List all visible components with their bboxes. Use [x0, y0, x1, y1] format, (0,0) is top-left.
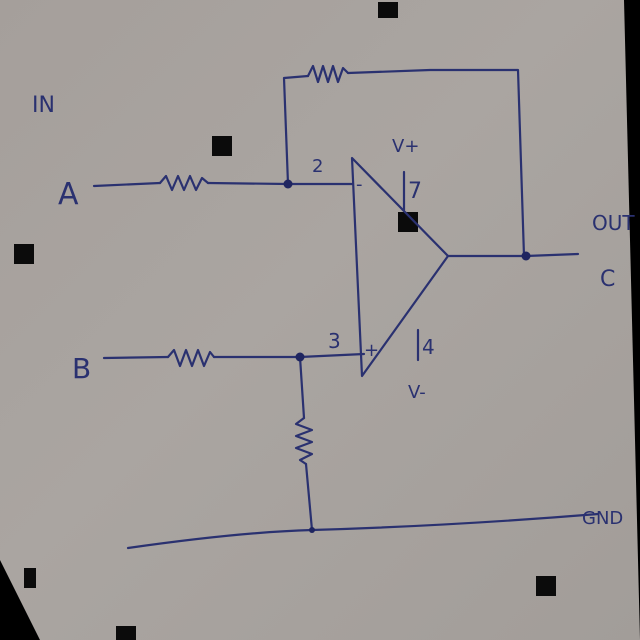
label-vminus: V-: [408, 382, 426, 403]
label-gnd: GND: [582, 508, 623, 529]
resistor-ground-icon: [294, 416, 314, 466]
label-pin-7: 7: [408, 179, 422, 204]
scan-border-right: [624, 0, 640, 640]
opamp-triangle-icon: [350, 156, 450, 378]
label-b: B: [72, 352, 91, 385]
wire-b-input: [102, 355, 170, 360]
wire-feedback-right: [346, 68, 526, 258]
scan-noise-square: [536, 576, 556, 596]
junction-dot-b: [295, 352, 305, 362]
wire-b-to-noninverting: [212, 352, 366, 359]
wire-ground-resistor-top: [298, 355, 306, 420]
resistor-r1-icon: [158, 174, 210, 192]
wire-output: [446, 252, 580, 258]
ground-rail: [126, 512, 600, 550]
label-in: IN: [32, 93, 55, 118]
junction-dot-gnd: [309, 527, 315, 533]
scan-noise-square: [14, 244, 34, 264]
scan-noise-square: [24, 568, 36, 588]
scan-noise-square: [212, 136, 232, 156]
scan-noise-square: [398, 212, 418, 232]
junction-dot-out: [521, 251, 531, 261]
wire-a-input: [92, 181, 162, 188]
scan-noise-square: [116, 626, 136, 640]
label-inverting-minus: -: [356, 174, 363, 195]
label-noninverting-plus: +: [364, 340, 379, 361]
label-pin-4: 4: [422, 335, 435, 359]
resistor-feedback-icon: [306, 64, 350, 84]
label-pin-2: 2: [312, 156, 323, 177]
resistor-r2-icon: [166, 348, 216, 368]
wire-a-to-inverting: [206, 181, 354, 186]
label-out: OUT: [592, 211, 635, 235]
wire-feedback-left: [282, 74, 310, 186]
label-c: C: [600, 267, 615, 292]
scan-noise-square: [378, 2, 398, 18]
label-vplus: V+: [392, 136, 419, 157]
label-pin-3: 3: [328, 329, 341, 353]
label-a: A: [58, 177, 79, 212]
junction-dot-a: [283, 179, 293, 189]
wire-ground-resistor-bottom: [304, 462, 314, 532]
